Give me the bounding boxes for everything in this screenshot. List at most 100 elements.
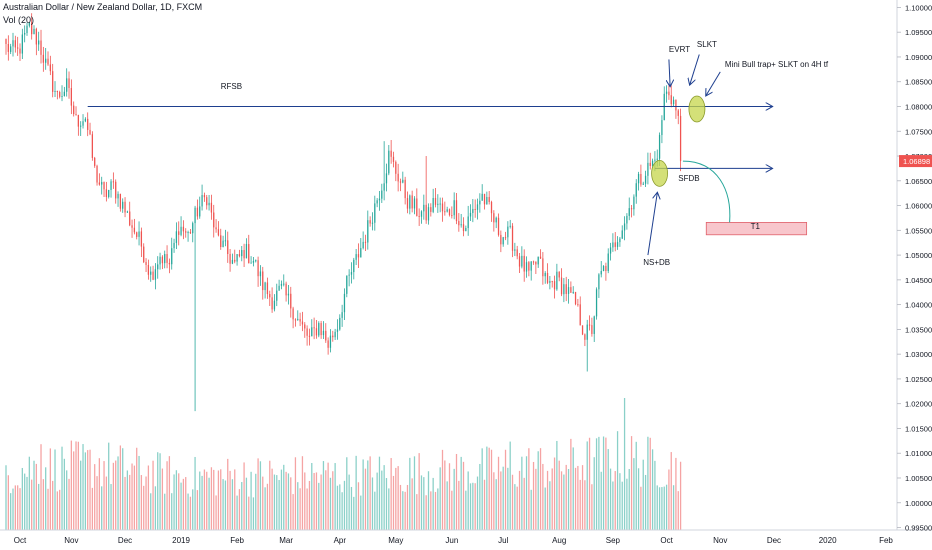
candle-body (131, 225, 133, 228)
candle-body (297, 318, 299, 320)
volume-bar (56, 491, 58, 530)
volume-bar (73, 451, 75, 530)
candle-body (364, 241, 367, 243)
price-tick-label: 1.00500 (905, 474, 932, 483)
volume-bar (290, 477, 292, 530)
candle-body (325, 330, 327, 341)
candle-body (600, 270, 602, 275)
volume-bar (399, 484, 402, 530)
marker-sfdb-circle[interactable] (651, 159, 668, 187)
candle-body (306, 328, 308, 336)
candle-body (511, 225, 514, 251)
volume-bar (224, 480, 227, 530)
volume-bar (194, 456, 196, 530)
price-tick-label: 1.09500 (905, 28, 932, 37)
volume-bar (434, 491, 437, 530)
volume-bar (182, 478, 185, 530)
volume-bar (483, 479, 486, 530)
candle-body (17, 47, 19, 49)
candle-body (357, 254, 360, 258)
annotation-label: NS+DB (643, 258, 670, 267)
volume-bar (451, 490, 453, 530)
volume-bar (68, 478, 70, 530)
candle-body (89, 129, 91, 135)
volume-bar (586, 441, 588, 530)
candle-body (124, 201, 126, 213)
candle-body (42, 54, 44, 63)
volume-bar (17, 485, 19, 530)
candle-body (161, 256, 164, 264)
volume-indicator-label[interactable]: Vol (20) (3, 15, 35, 25)
target-zone-t1[interactable] (705, 222, 808, 236)
volume-bar (609, 468, 612, 530)
volume-bar (598, 436, 600, 530)
last-price-label: 1.06898 (903, 157, 930, 166)
annotation-label: RFSB (221, 82, 242, 91)
volume-bar (525, 456, 528, 530)
volume-bar (42, 479, 44, 530)
volume-bar (591, 484, 593, 530)
volume-bar (584, 480, 586, 530)
volume-bar (535, 468, 537, 530)
candle-body (45, 58, 47, 63)
symbol-title[interactable]: Australian Dollar / New Zealand Dollar, … (3, 2, 203, 12)
candle-body (201, 195, 203, 207)
volume-bar (173, 474, 175, 530)
candle-body (528, 262, 530, 271)
volume-bar (507, 467, 509, 530)
volume-bar (339, 484, 341, 530)
volume-bar (49, 448, 51, 530)
volume-bar (119, 445, 122, 530)
volume-bar (467, 471, 469, 530)
time-axis[interactable]: Oct Nov Dec 2019 Feb Mar Apr May Jun Jul Aug Sep Oct… (14, 536, 894, 545)
candle-body (647, 162, 649, 176)
candle-body (308, 335, 311, 337)
candle-body (166, 254, 168, 263)
price-tick-label: 1.10000 (905, 3, 932, 12)
volume-bar (563, 474, 565, 530)
candle-body (56, 90, 58, 93)
price-tick-label: 1.08500 (905, 78, 932, 87)
volume-bar (271, 468, 273, 530)
volume-bar (553, 457, 556, 530)
candle-body (355, 254, 357, 260)
candle-body (437, 203, 439, 205)
candle-body (378, 198, 381, 201)
candle-body (68, 78, 70, 89)
volume-bar (35, 463, 37, 530)
volume-bar (227, 458, 229, 530)
volume-bar (283, 464, 285, 530)
volume-bar (24, 473, 26, 530)
volume-bar (369, 456, 371, 530)
candle-body (262, 271, 264, 291)
candle-body (234, 259, 236, 262)
volume-bar (238, 489, 241, 530)
candle-body (455, 200, 458, 222)
volume-bar (556, 440, 558, 530)
candle-body (7, 43, 9, 52)
candle-body (299, 318, 301, 322)
candle-body (278, 285, 280, 291)
volume-bar (390, 458, 392, 530)
volume-bar (199, 471, 201, 530)
volume-bar (70, 440, 72, 530)
candle-body (129, 211, 131, 226)
volume-bar (633, 458, 635, 530)
price-axis[interactable]: 1.10000 1.09500 1.09000 1.08500 1.08000 1.075… (897, 3, 932, 533)
volume-bar (497, 456, 500, 530)
candle-body (509, 225, 511, 227)
candle-body (259, 271, 262, 277)
marker-slkt-circle[interactable] (688, 95, 706, 123)
volume-bar (154, 486, 157, 530)
annotation-arrow (690, 54, 700, 84)
candle-body (327, 340, 329, 348)
volume-bar (348, 474, 350, 530)
volume-bar (131, 463, 133, 530)
candle-body (196, 207, 199, 217)
candle-body (168, 262, 171, 265)
volume-bar (623, 398, 626, 530)
candle-body (640, 173, 642, 185)
price-tick-label: 1.08000 (905, 102, 932, 111)
volume-bar (61, 446, 63, 530)
